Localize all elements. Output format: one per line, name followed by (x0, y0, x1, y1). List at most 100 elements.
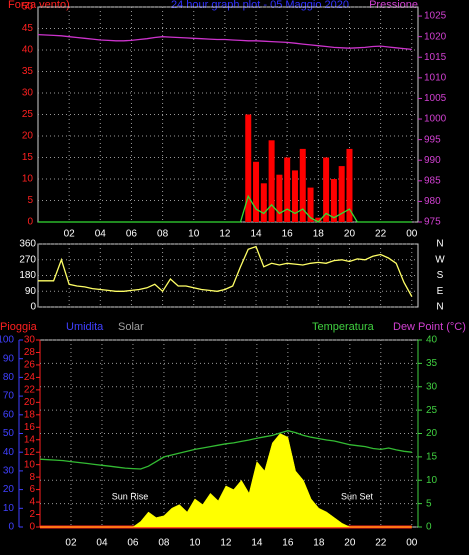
y-tick-label: 15 (426, 452, 438, 463)
y-tick-label: 50 (3, 428, 15, 439)
x-tick-label: 18 (313, 538, 325, 549)
y-tick-label: 35 (22, 66, 34, 77)
y-tick-label: 20 (22, 131, 34, 142)
y-tick-label: 90 (25, 286, 37, 297)
x-tick-label: 10 (188, 229, 200, 240)
x-tick-label: 12 (219, 229, 231, 240)
x-tick-label: 20 (344, 229, 356, 240)
line (38, 194, 412, 223)
x-tick-label: 22 (375, 229, 387, 240)
y-tick-label: 15 (22, 152, 34, 163)
y-tick-label: 5 (426, 498, 432, 509)
y-tick-label: S (437, 270, 444, 281)
bar (291, 170, 298, 222)
legend-label: Pioggia (0, 321, 38, 333)
y-tick-label: 4 (29, 497, 35, 508)
y-tick-label: 40 (22, 45, 34, 56)
y-tick-label: 22 (24, 385, 36, 396)
y-tick-label: 45 (22, 23, 34, 34)
y-tick-label: 18 (24, 409, 36, 420)
y-tick-label: 12 (24, 447, 36, 458)
x-tick-label: 10 (189, 538, 201, 549)
y-tick-label: 25 (22, 109, 34, 120)
x-tick-label: 02 (64, 229, 76, 240)
y-tick-label: 0 (426, 522, 432, 533)
y-tick-label: 24 (24, 372, 36, 383)
bar (276, 174, 283, 222)
y-tick-label: 26 (24, 360, 36, 371)
y-tick-label: 20 (24, 397, 36, 408)
x-tick-label: 00 (406, 229, 418, 240)
y-tick-label: 0 (8, 522, 14, 533)
annotation: Sun Set (341, 491, 374, 501)
y-tick-label: N (436, 302, 443, 313)
bar (307, 187, 314, 222)
bar (338, 166, 345, 222)
y-tick-label: W (435, 254, 445, 265)
y-tick-label: 14 (24, 434, 36, 445)
y-tick-label: E (437, 286, 444, 297)
bar (284, 157, 291, 222)
y-tick-label: 30 (426, 381, 438, 392)
y-tick-label: 30 (22, 88, 34, 99)
y-tick-label: 990 (424, 155, 441, 166)
y-tick-label: 270 (19, 254, 36, 265)
y-tick-label: 360 (19, 239, 36, 250)
y-tick-label: 60 (3, 409, 15, 420)
y-tick-label: 180 (19, 270, 36, 281)
y-tick-label: 10 (3, 503, 15, 514)
x-tick-label: 00 (406, 538, 418, 549)
line (39, 430, 412, 470)
y-tick-label: 1010 (424, 72, 447, 83)
y-tick-label: 8 (29, 472, 35, 483)
y-tick-label: 25 (426, 405, 438, 416)
y-tick-label: 10 (24, 459, 36, 470)
bar (330, 179, 337, 222)
area (40, 433, 412, 528)
x-tick-label: 12 (220, 538, 232, 549)
x-tick-label: 16 (282, 538, 294, 549)
y-tick-label: 1020 (424, 31, 447, 42)
legend-label: Forza vento) (8, 0, 70, 11)
x-tick-label: 06 (126, 229, 138, 240)
y-tick-label: 100 (0, 335, 14, 346)
y-tick-label: 10 (426, 475, 438, 486)
x-tick-label: 22 (375, 538, 387, 549)
bar (245, 114, 252, 222)
x-tick-label: 08 (157, 229, 169, 240)
x-tick-label: 04 (95, 229, 107, 240)
y-tick-label: 50 (22, 2, 34, 13)
bar (268, 140, 275, 222)
chart-title: 24 hour graph plot - 05 Maggio 2020 (171, 0, 349, 11)
y-tick-label: 40 (3, 447, 15, 458)
y-tick-label: 0 (29, 522, 35, 533)
x-tick-label: 08 (158, 538, 170, 549)
y-tick-label: 28 (24, 347, 36, 358)
y-tick-label: 10 (22, 174, 34, 185)
bar (253, 161, 260, 222)
y-tick-label: 980 (424, 196, 441, 207)
y-tick-label: 1000 (424, 114, 447, 125)
y-tick-label: 20 (3, 484, 15, 495)
x-tick-label: 20 (344, 538, 356, 549)
y-tick-label: 0 (27, 217, 33, 228)
x-tick-label: 04 (96, 538, 108, 549)
y-tick-label: 975 (424, 217, 441, 228)
x-tick-label: 14 (250, 229, 262, 240)
y-tick-label: 90 (3, 353, 15, 364)
bar (260, 183, 267, 222)
x-tick-label: 14 (251, 538, 263, 549)
y-tick-label: 5 (27, 195, 33, 206)
y-tick-label: 995 (424, 134, 441, 145)
y-tick-label: 16 (24, 422, 36, 433)
y-tick-label: 985 (424, 175, 441, 186)
line (37, 33, 412, 51)
y-tick-label: 30 (24, 335, 36, 346)
y-tick-label: 20 (426, 428, 438, 439)
y-tick-label: 1025 (424, 11, 447, 22)
y-tick-label: 0 (30, 302, 36, 313)
y-tick-label: N (436, 239, 443, 250)
y-tick-label: 6 (29, 484, 35, 495)
